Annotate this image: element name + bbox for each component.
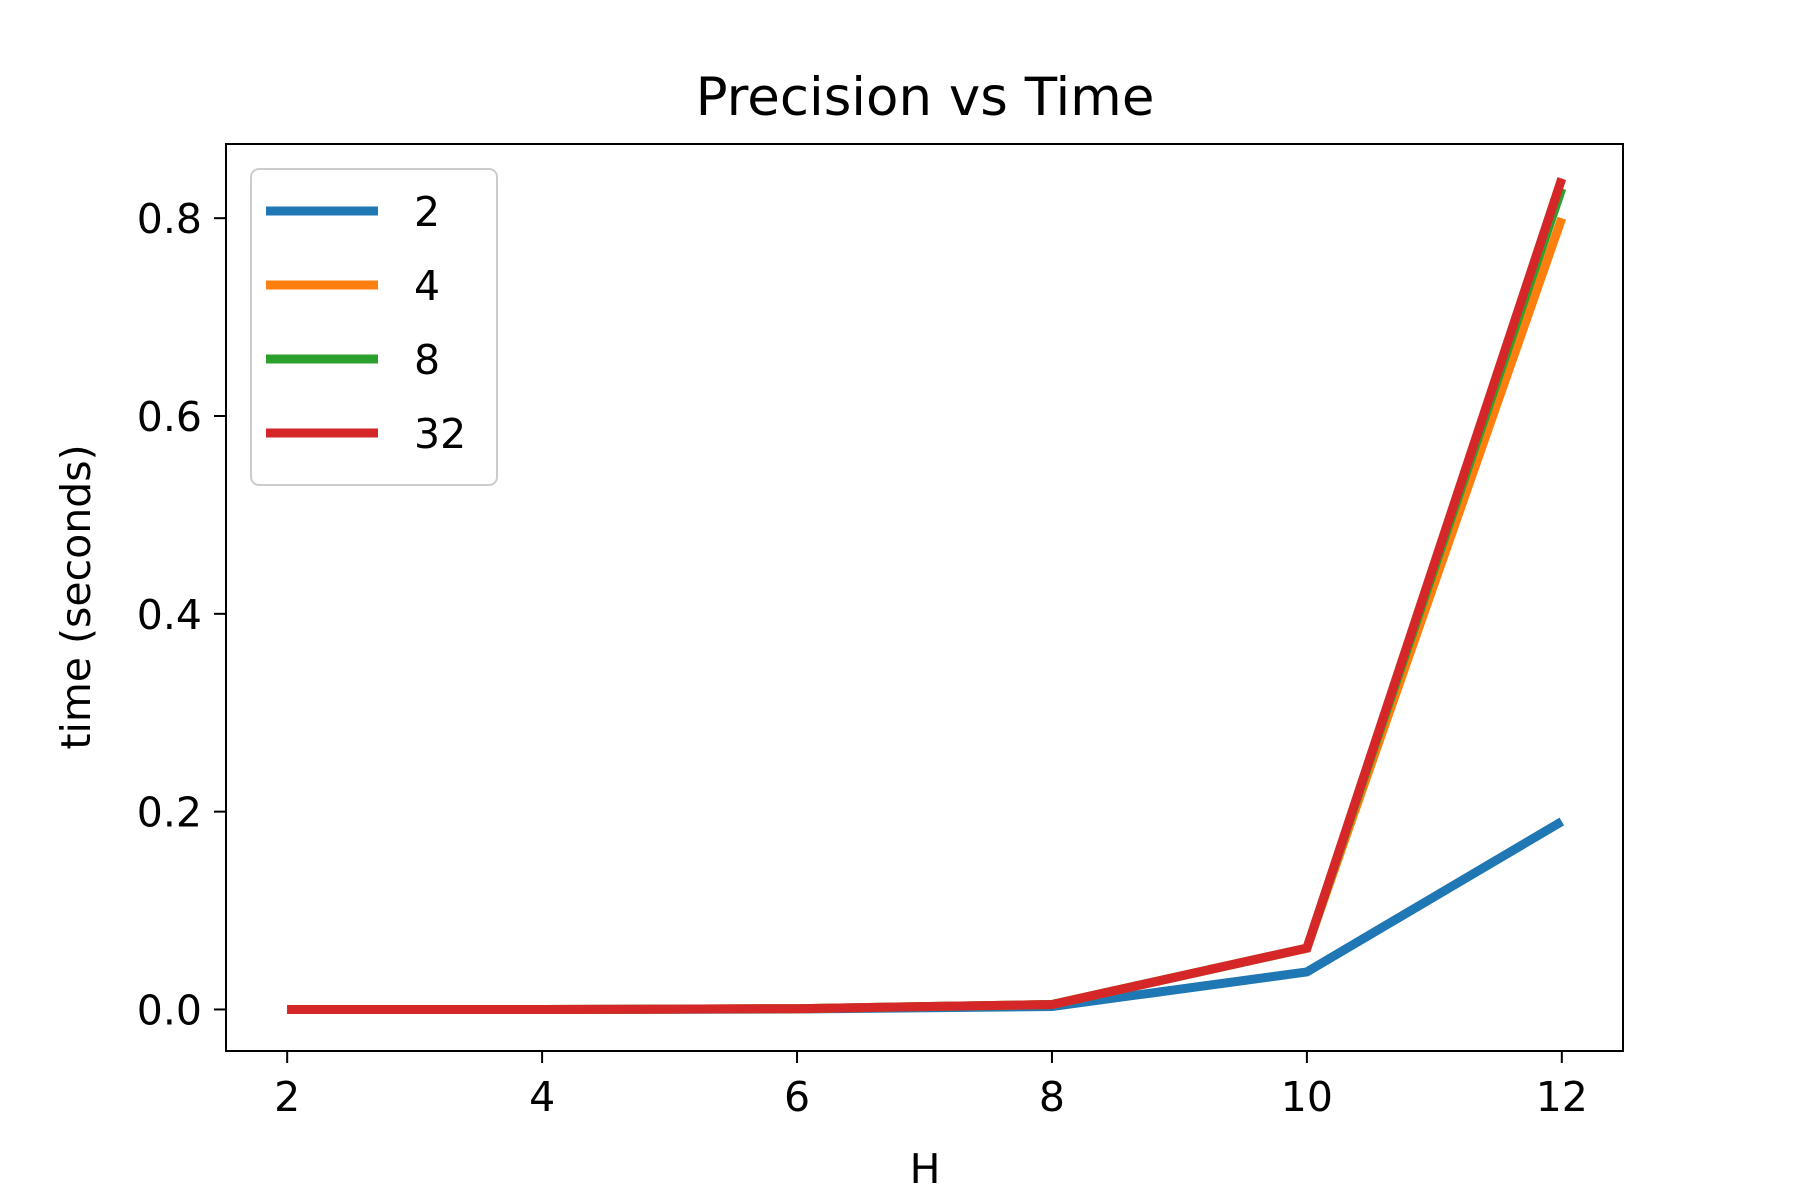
x-tick-label: 4 [529, 1073, 555, 1121]
plot-area [287, 177, 1567, 1014]
y-tick-label: 0.2 [137, 789, 202, 837]
legend-label-8: 8 [414, 336, 440, 384]
x-tick-label: 2 [274, 1073, 300, 1121]
y-axis-ticks: 0.0 0.2 0.4 0.6 0.8 [137, 195, 226, 1034]
x-tick-label: 10 [1281, 1073, 1333, 1121]
axes-frame [225, 143, 1624, 1052]
legend-label-32: 32 [414, 410, 466, 458]
series-line-32 [287, 177, 1567, 1014]
y-tick-label: 0.4 [137, 591, 202, 639]
legend-label-4: 4 [414, 262, 440, 310]
x-tick-label: 12 [1536, 1073, 1588, 1121]
legend-label-2: 2 [414, 188, 440, 236]
legend: 2 4 8 32 [250, 168, 498, 486]
x-tick-label: 8 [1039, 1073, 1065, 1121]
y-tick-label: 0.6 [137, 393, 202, 441]
chart-title: Precision vs Time [696, 67, 1155, 128]
y-tick-label: 0.0 [137, 986, 202, 1034]
x-tick-label: 6 [784, 1073, 810, 1121]
legend-frame [250, 168, 498, 486]
x-axis-label: H [910, 1145, 941, 1193]
y-tick-label: 0.8 [137, 195, 202, 243]
y-axis-label: time (seconds) [52, 444, 100, 749]
x-axis-ticks: 2 4 6 8 10 12 [274, 1051, 1588, 1121]
